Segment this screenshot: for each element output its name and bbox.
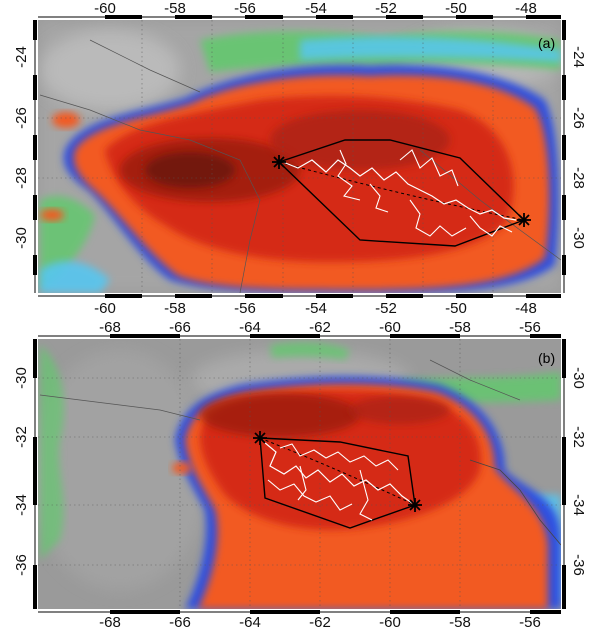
panel-b-lat-tick: -30 (570, 367, 587, 389)
panel-a-lon-tick: -52 (375, 0, 397, 17)
panel-a-lon-tick: -48 (515, 300, 537, 317)
panel-a-lon-tick: -58 (164, 0, 186, 17)
panel-b-start-marker (253, 431, 267, 445)
panel-b-satellite-image (38, 339, 561, 609)
panel-a-lon-ticks-top: -60 -58 -56 -54 -52 -50 -48 (94, 0, 537, 17)
panel-b-lon-tick: -64 (239, 319, 261, 336)
panel-b-label: (b) (538, 350, 555, 366)
panel-a-lat-tick: -26 (570, 107, 587, 129)
panel-a-start-marker (272, 155, 286, 169)
panel-b-lat-ticks-right: -30 -32 -34 -36 (570, 367, 587, 576)
panel-a-label: (a) (538, 35, 555, 51)
panel-b-lat-ticks-left: -30 -32 -34 -36 (13, 367, 30, 576)
panel-a-lat-tick: -28 (570, 167, 587, 189)
panel-b-lon-tick: -62 (309, 319, 331, 336)
panel-b-lon-tick: -66 (169, 319, 191, 336)
panel-b-lat-tick: -36 (13, 554, 30, 576)
panel-b-lon-tick: -60 (379, 614, 401, 630)
panel-a-lightning-channels (282, 159, 517, 221)
panel-a-lat-tick: -30 (13, 227, 30, 249)
panel-a-end-marker (517, 213, 531, 227)
panel-a-lat-ticks-right: -24 -26 -28 -30 (570, 46, 587, 249)
panel-a-lon-tick: -50 (445, 300, 467, 317)
panel-b-lon-tick: -58 (449, 614, 471, 630)
panel-a-lat-tick: -30 (570, 227, 587, 249)
panel-b-lon-tick: -60 (379, 319, 401, 336)
panel-b-lat-tick: -34 (570, 494, 587, 516)
panel-a-lon-tick: -52 (375, 300, 397, 317)
panel-b-lon-tick: -56 (519, 614, 541, 630)
panel-a-lat-ticks-left: -24 -26 -28 -30 (13, 46, 30, 249)
panel-b-lon-tick: -64 (239, 614, 261, 630)
panel-b-lon-tick: -68 (99, 319, 121, 336)
panel-b-lon-tick: -68 (99, 614, 121, 630)
panel-a-lon-ticks-bottom: -60 -58 -56 -54 -52 -50 -48 (94, 300, 537, 317)
panel-b-flash-hull (253, 431, 422, 529)
panel-a-lon-tick: -54 (305, 300, 327, 317)
panel-a-lon-tick: -60 (94, 300, 116, 317)
panel-a-lat-tick: -28 (13, 167, 30, 189)
panel-b-lat-tick: -32 (570, 426, 587, 448)
panel-a-lon-tick: -48 (515, 0, 537, 17)
panel-b: (b) -68 -66 -64 -62 -60 -58 -56 -68 -66 … (13, 319, 587, 630)
panel-a-axis-scale (33, 15, 566, 298)
panel-a: (a) -60 -58 -56 -54 -52 -50 -48 -60 -58 … (13, 0, 587, 317)
panel-a-lon-tick: -56 (234, 0, 256, 17)
panel-a-flash-hull (272, 139, 531, 247)
panel-b-lon-ticks-bottom: -68 -66 -64 -62 -60 -58 -56 (99, 614, 541, 630)
panel-a-lon-tick: -54 (305, 0, 327, 17)
panel-b-lat-tick: -32 (13, 426, 30, 448)
panel-a-lon-tick: -60 (94, 0, 116, 17)
panel-a-lat-tick: -24 (570, 46, 587, 68)
panel-a-lon-tick: -50 (445, 0, 467, 17)
panel-b-lon-ticks-top: -68 -66 -64 -62 -60 -58 -56 (99, 319, 541, 336)
panel-b-lat-tick: -34 (13, 494, 30, 516)
panel-b-lon-tick: -66 (169, 614, 191, 630)
panel-a-lat-tick: -24 (13, 46, 30, 68)
panel-a-lon-tick: -56 (234, 300, 256, 317)
panel-b-axis-scale (33, 334, 566, 614)
panel-b-lat-tick: -30 (13, 367, 30, 389)
panel-b-lon-tick: -56 (519, 319, 541, 336)
panel-b-lon-tick: -62 (309, 614, 331, 630)
panel-b-lon-tick: -58 (449, 319, 471, 336)
panel-b-lat-tick: -36 (570, 554, 587, 576)
panel-a-lat-tick: -26 (13, 107, 30, 129)
panel-b-lightning-channels (263, 441, 413, 504)
panel-b-end-marker (408, 498, 422, 512)
panel-a-satellite-image (38, 20, 561, 293)
panel-a-lon-tick: -58 (164, 300, 186, 317)
